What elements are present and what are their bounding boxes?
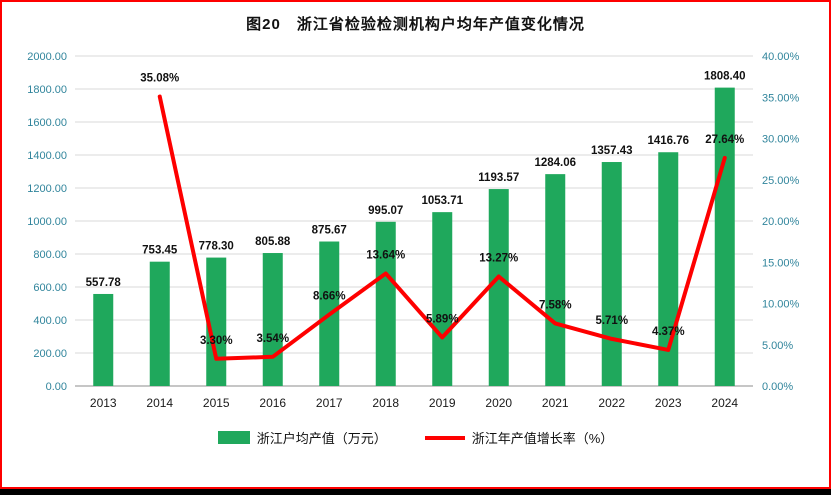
- legend-label-line: 浙江年产值增长率（%）: [471, 431, 614, 446]
- line-value-label: 8.66%: [313, 291, 346, 303]
- bar-value-label: 753.45: [142, 245, 178, 257]
- line-value-label: 7.58%: [539, 299, 572, 311]
- x-axis-tick: 2015: [203, 396, 230, 410]
- line-value-label: 27.64%: [705, 134, 744, 146]
- left-axis-tick: 2000.00: [27, 51, 67, 63]
- bar-value-label: 805.88: [255, 236, 291, 248]
- growth-line: [157, 94, 727, 361]
- line-value-label: 3.54%: [256, 333, 289, 345]
- x-axis-tick: 2020: [485, 396, 512, 410]
- x-axis-tick: 2018: [372, 396, 399, 410]
- bar-series-swatch: [217, 431, 250, 444]
- bar: [206, 257, 227, 386]
- right-axis-tick: 20.00%: [762, 216, 800, 228]
- bar: [545, 174, 566, 386]
- right-axis-tick: 5.00%: [762, 340, 793, 352]
- bar-value-label: 995.07: [368, 205, 403, 217]
- right-axis-tick: 10.00%: [762, 299, 800, 311]
- right-axis-tick: 0.00%: [762, 381, 793, 393]
- bar: [488, 189, 509, 386]
- line-value-label: 4.37%: [652, 326, 685, 338]
- bar: [714, 87, 735, 386]
- right-axis-tick: 35.00%: [762, 92, 800, 104]
- x-axis-tick: 2016: [259, 396, 286, 410]
- bar-value-label: 778.30: [199, 241, 234, 253]
- line-series-swatch: [424, 435, 465, 440]
- left-axis-tick: 800.00: [33, 249, 67, 261]
- bar-value-label: 1808.40: [704, 71, 746, 83]
- bar: [149, 261, 170, 386]
- x-axis-tick: 2019: [429, 396, 456, 410]
- legend-item-line: 浙江年产值增长率（%）: [424, 428, 614, 447]
- combo-chart: 0.00 200.00 400.00 600.00 800.00 1000.00 1200.…: [27, 51, 800, 410]
- right-axis-tick: 15.00%: [762, 257, 800, 269]
- left-axis-tick: 600.00: [33, 282, 67, 294]
- legend-item-bars: 浙江户均产值（万元）: [217, 428, 387, 447]
- line-value-label: 13.27%: [479, 253, 518, 265]
- line-value-label: 5.89%: [426, 313, 459, 325]
- bar-value-label: 557.78: [86, 277, 122, 289]
- line-value-label: 35.08%: [140, 73, 179, 85]
- x-axis-tick: 2013: [90, 396, 117, 410]
- x-axis-tick: 2023: [655, 396, 682, 410]
- line-value-label: 13.64%: [366, 249, 405, 261]
- left-axis-tick: 1200.00: [27, 183, 67, 195]
- bar: [601, 162, 622, 386]
- bar-value-label: 1053.71: [421, 195, 463, 207]
- bar: [262, 253, 283, 386]
- left-axis-tick: 400.00: [33, 315, 67, 327]
- left-axis-tick: 1600.00: [27, 117, 67, 129]
- bar: [93, 293, 114, 386]
- bar-value-label: 1357.43: [591, 145, 633, 157]
- bar-value-label: 875.67: [312, 225, 347, 237]
- bar: [432, 212, 453, 386]
- bar-value-label: 1416.76: [647, 135, 689, 147]
- left-axis-tick: 0.00: [46, 381, 67, 393]
- x-axis-tick: 2021: [542, 396, 569, 410]
- bar-value-label: 1284.06: [534, 157, 576, 169]
- legend: 浙江户均产值（万元） 浙江年产值增长率（%）: [0, 428, 831, 447]
- left-axis-tick: 200.00: [33, 348, 67, 360]
- legend-label-bars: 浙江户均产值（万元）: [256, 431, 387, 446]
- right-axis-tick: 30.00%: [762, 134, 800, 146]
- right-axis-tick: 25.00%: [762, 175, 800, 187]
- left-axis-tick: 1800.00: [27, 84, 67, 96]
- line-value-label: 3.30%: [200, 335, 233, 347]
- x-axis-tick: 2024: [711, 396, 738, 410]
- x-axis-tick: 2022: [598, 396, 625, 410]
- right-axis-tick: 40.00%: [762, 51, 800, 63]
- chart-title: 图20 浙江省检验检测机构户均年产值变化情况: [246, 16, 585, 33]
- left-axis-tick: 1400.00: [27, 150, 67, 162]
- bottom-black-bar: [0, 489, 831, 495]
- left-axis-tick: 1000.00: [27, 216, 67, 228]
- bar: [375, 221, 396, 386]
- x-axis-tick: 2017: [316, 396, 343, 410]
- x-axis-tick: 2014: [146, 396, 173, 410]
- line-value-label: 5.71%: [595, 315, 628, 327]
- bar-value-label: 1193.57: [478, 172, 519, 184]
